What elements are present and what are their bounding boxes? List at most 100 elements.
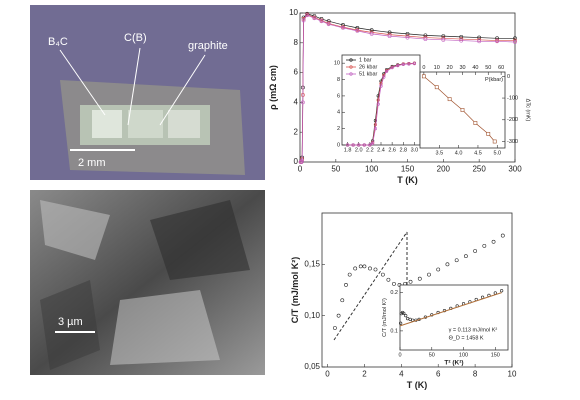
marker: [369, 31, 374, 36]
marker: [371, 141, 375, 145]
sample-piece: [168, 110, 200, 138]
x-tick-label: 60: [498, 65, 504, 71]
marker: [423, 33, 428, 38]
x-tick-label: 150: [491, 352, 500, 358]
marker: [460, 108, 465, 112]
x2-tick-label: 3.5: [435, 150, 443, 156]
x-tick-label: 40: [472, 65, 478, 71]
marker: [495, 39, 499, 44]
y-tick-label: 0,05: [304, 362, 320, 371]
marker: [373, 127, 378, 131]
x-tick-label: 0: [398, 352, 401, 358]
x-tick-label: 50: [485, 65, 491, 71]
dashed-line: [333, 231, 408, 341]
marker: [491, 239, 496, 244]
x-axis-label: T (K): [407, 380, 428, 390]
marker: [500, 289, 504, 293]
x2-tick-label: 4.5: [474, 150, 482, 156]
marker: [357, 143, 361, 147]
marker: [387, 34, 392, 38]
marker: [326, 22, 331, 27]
y-tick-label: 6: [294, 68, 299, 77]
marker: [459, 34, 464, 39]
marker: [513, 38, 517, 43]
marker: [347, 272, 352, 277]
leader-line: [59, 49, 106, 116]
texture: [40, 280, 100, 370]
annotation: γ = 0.113 mJ/mol K²: [449, 327, 498, 333]
marker: [513, 36, 517, 41]
marker: [405, 31, 410, 36]
marker: [380, 272, 385, 277]
y-tick-label: -100: [507, 96, 518, 102]
marker: [345, 143, 350, 147]
x-tick-label: 100: [459, 352, 468, 358]
marker: [300, 100, 305, 105]
photo-bottom: 3 µm: [30, 190, 265, 375]
series-line: [347, 63, 415, 146]
photo-top: B₄C C(B) graphite 2 mm: [30, 5, 265, 180]
x-tick-label: 0: [325, 369, 330, 378]
y-tick-label: 0: [294, 157, 299, 166]
marker: [358, 264, 363, 269]
marker: [353, 266, 358, 271]
marker: [382, 75, 386, 79]
x2-tick-label: 4.0: [455, 150, 463, 156]
marker: [341, 25, 345, 30]
marker: [407, 62, 411, 66]
y-axis-label: C/T (mJ/mol K²): [290, 257, 300, 324]
y-tick-label: 0.2: [390, 290, 398, 296]
legend-label: 51 kbar: [359, 71, 378, 77]
photo-label: graphite: [188, 40, 228, 52]
x-tick-label: 100: [365, 164, 379, 173]
marker: [441, 34, 446, 38]
marker: [427, 272, 431, 277]
marker: [351, 143, 355, 147]
x-tick-label: 1.8: [344, 147, 352, 153]
marker: [305, 13, 310, 18]
marker: [399, 321, 403, 325]
x-tick-label: 2.6: [388, 147, 396, 153]
y-tick-label: 0.1: [390, 328, 398, 334]
marker: [401, 62, 405, 67]
legend-label: 26 kbar: [359, 64, 378, 70]
marker: [477, 39, 482, 44]
scale-label: 3 µm: [58, 316, 83, 328]
scale-label: 2 mm: [78, 157, 106, 169]
y-tick-label: 4: [294, 98, 299, 107]
texture: [150, 200, 250, 280]
x-tick-label: 0: [422, 65, 425, 71]
marker: [459, 38, 464, 43]
x-tick-label: 2.2: [366, 147, 374, 153]
plot-frame: [341, 54, 421, 146]
x-axis-label: T (K): [397, 175, 418, 185]
y-tick-label: 0,15: [304, 259, 320, 268]
y-tick-label: -300: [507, 139, 518, 145]
series-line: [399, 292, 502, 327]
marker: [355, 28, 360, 33]
marker: [340, 298, 345, 303]
marker: [368, 266, 372, 271]
x-tick-label: 2.4: [377, 147, 385, 153]
marker: [492, 139, 497, 144]
y-axis-label: ΔTc (mK): [525, 99, 531, 122]
x-tick-label: 2.0: [355, 147, 363, 153]
marker: [423, 37, 428, 41]
marker: [376, 102, 380, 106]
x-tick-label: 8: [473, 369, 478, 378]
legend-marker: [349, 65, 353, 69]
marker: [344, 282, 348, 287]
marker: [379, 84, 383, 88]
marker: [473, 121, 478, 125]
marker: [417, 276, 422, 281]
marker: [477, 35, 482, 40]
marker: [486, 131, 491, 136]
marker: [376, 98, 380, 102]
x-tick-label: 3.0: [411, 147, 419, 153]
y-tick-label: 0: [337, 142, 340, 148]
marker: [404, 313, 408, 318]
marker: [463, 254, 468, 259]
x-tick-label: 300: [508, 164, 522, 173]
marker: [408, 279, 413, 284]
marker: [454, 258, 459, 263]
